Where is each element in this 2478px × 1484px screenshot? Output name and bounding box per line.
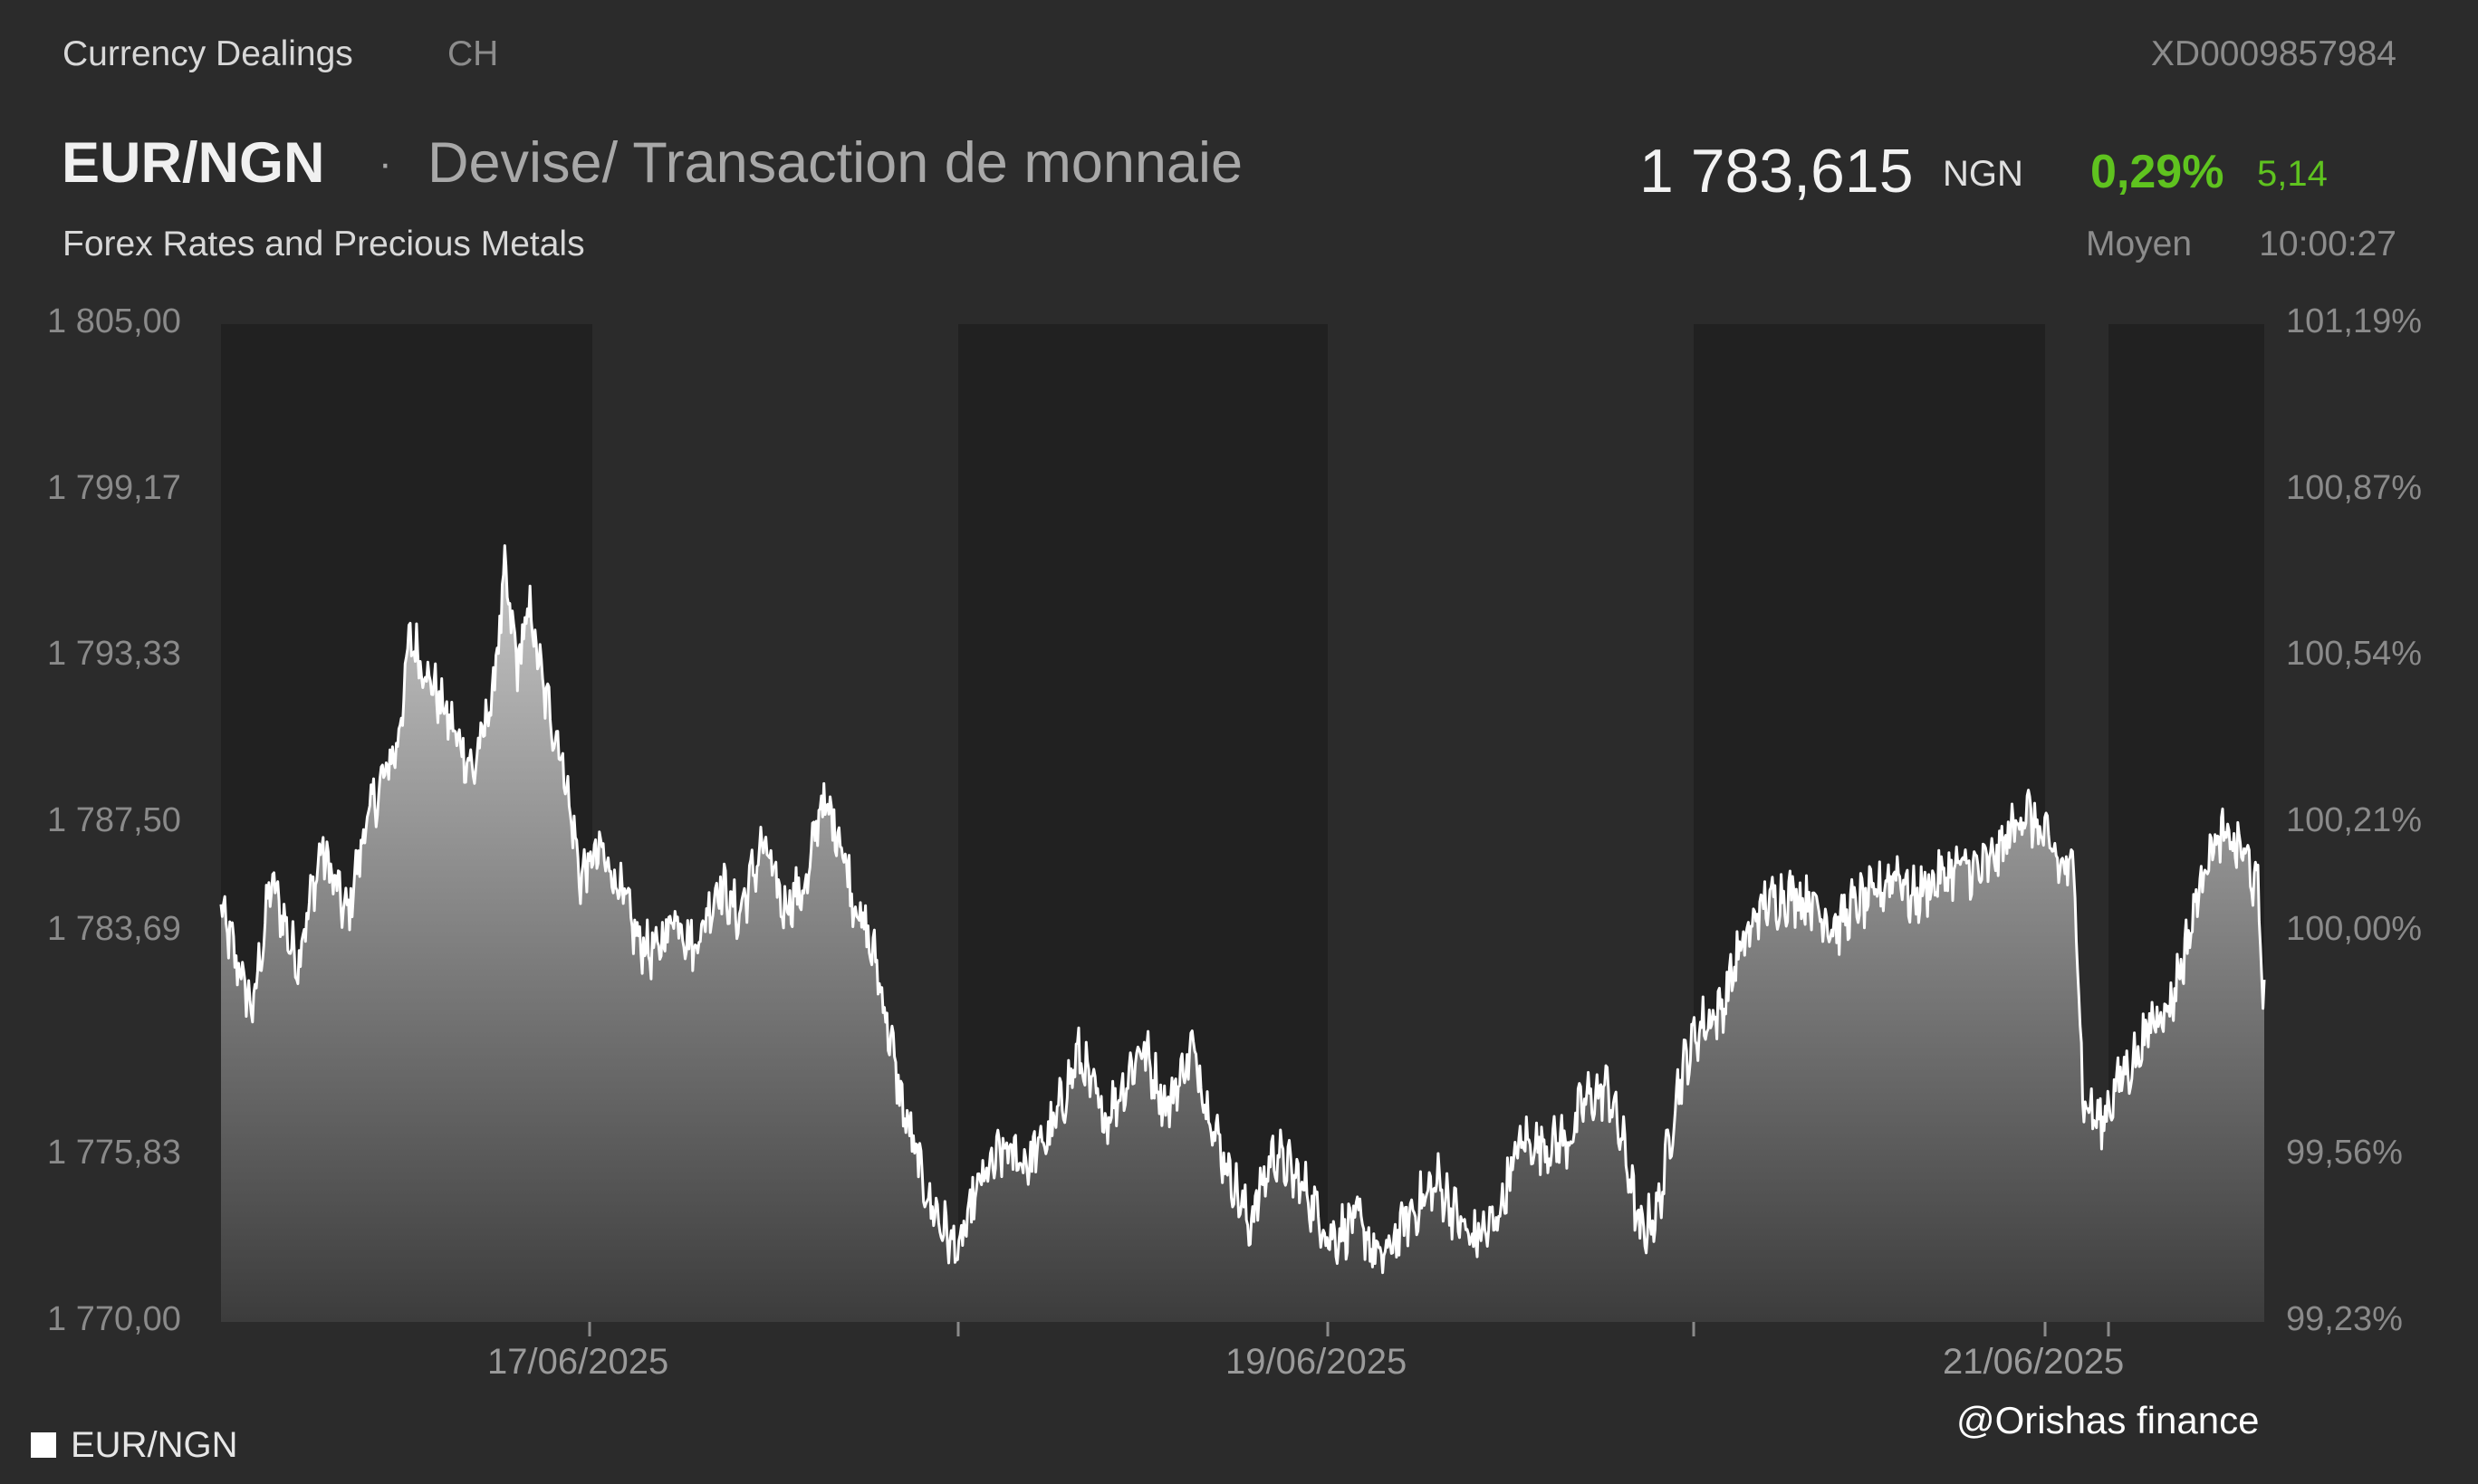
- price-currency: NGN: [1943, 154, 2023, 194]
- change-absolute: 5,14: [2257, 154, 2328, 194]
- isin-label: XD0009857984: [2150, 34, 2396, 73]
- source-label: Forex Rates and Precious Metals: [62, 225, 585, 263]
- y-tick-label-left: 1 793,33: [47, 635, 181, 674]
- instrument-type: Devise/ Transaction de monnaie: [427, 131, 1243, 195]
- x-ticks: [588, 1322, 2110, 1336]
- y-tick-label-right: 100,54%: [2286, 635, 2423, 674]
- watermark: @Orishas finance: [1956, 1399, 2260, 1441]
- market-label: CH: [447, 34, 499, 73]
- y-tick-label-right: 100,00%: [2286, 909, 2423, 948]
- quote-time: 10:00:27: [2259, 225, 2396, 263]
- pair-title: EUR/NGN: [62, 131, 325, 195]
- change-percent: 0,29%: [2090, 146, 2224, 198]
- line-layer: [219, 544, 2266, 1275]
- x-tick-label: 21/06/2025: [1943, 1342, 2125, 1382]
- x-tick-label: 19/06/2025: [1225, 1342, 1407, 1382]
- category-label: Currency Dealings: [62, 34, 353, 73]
- y-tick-label-left: 1 775,83: [47, 1134, 181, 1173]
- price-value: 1 783,615: [1639, 137, 1914, 206]
- y-tick-label-left: 1 799,17: [47, 468, 181, 507]
- x-tick-label: 17/06/2025: [487, 1342, 669, 1382]
- area-fill-layer: [221, 545, 2264, 1322]
- y-tick-label-right: 99,23%: [2286, 1300, 2403, 1338]
- title-separator: ·: [379, 141, 392, 186]
- y-tick-label-right: 99,56%: [2286, 1134, 2403, 1173]
- y-tick-label-left: 1 787,50: [47, 801, 181, 839]
- y-tick-label-right: 100,87%: [2286, 468, 2423, 507]
- series-line-eur-ngn: [219, 544, 2266, 1275]
- legend-label: EUR/NGN: [71, 1425, 238, 1465]
- y-tick-label-left: 1 770,00: [47, 1300, 181, 1338]
- y-tick-label-left: 1 783,69: [47, 909, 181, 948]
- legend-swatch: [31, 1432, 56, 1458]
- y-tick-label-left: 1 805,00: [47, 302, 181, 340]
- series-area-eur-ngn: [221, 545, 2264, 1322]
- y-tick-label-right: 101,19%: [2286, 302, 2423, 340]
- price-type: Moyen: [2086, 225, 2193, 263]
- y-tick-label-right: 100,21%: [2286, 801, 2423, 839]
